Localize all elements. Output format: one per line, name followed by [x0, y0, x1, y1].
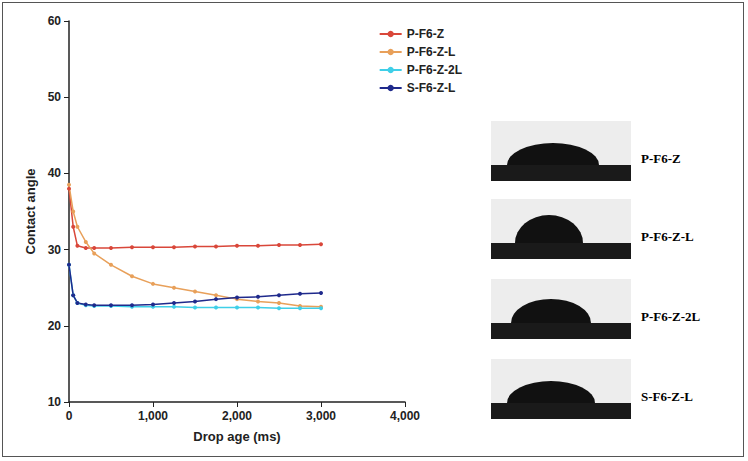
- svg-text:20: 20: [48, 319, 62, 333]
- html-text:P-F6-Z: P-F6-Z: [641, 151, 681, 166]
- svg-text:P-F6-Z-L: P-F6-Z-L: [407, 45, 456, 59]
- svg-text:3,000: 3,000: [306, 409, 336, 423]
- html-text:P-F6-Z-2L: P-F6-Z-2L: [641, 309, 701, 324]
- html-text:P-F6-Z-L: P-F6-Z-L: [641, 229, 694, 244]
- svg-text:P-F6-Z-2L: P-F6-Z-2L: [407, 63, 462, 77]
- svg-text:P-F6-Z: P-F6-Z: [407, 27, 444, 41]
- svg-text:50: 50: [48, 90, 62, 104]
- svg-text:Contact angle: Contact angle: [23, 169, 38, 255]
- svg-text:0: 0: [66, 409, 73, 423]
- svg-text:30: 30: [48, 243, 62, 257]
- svg-text:S-F6-Z-L: S-F6-Z-L: [407, 81, 456, 95]
- svg-text:4,000: 4,000: [390, 409, 420, 423]
- svg-text:40: 40: [48, 166, 62, 180]
- svg-text:Drop age (ms): Drop age (ms): [193, 429, 280, 444]
- svg-text:2,000: 2,000: [222, 409, 252, 423]
- svg-text:10: 10: [48, 395, 62, 409]
- svg-text:60: 60: [48, 14, 62, 28]
- html-text:S-F6-Z-L: S-F6-Z-L: [641, 389, 693, 404]
- svg-text:1,000: 1,000: [138, 409, 168, 423]
